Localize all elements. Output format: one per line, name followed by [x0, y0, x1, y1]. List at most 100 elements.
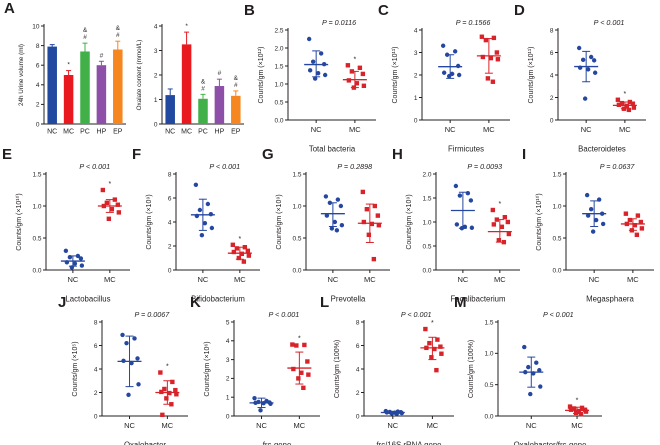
chart-prevotella: 0.0 0.5 1.0 1.5 Counts/gm (×10⁹) P = 0.2898 NC…: [276, 162, 390, 304]
svg-text:*: *: [431, 320, 434, 327]
chart-firmicutes: 0 1 2 3 4 Counts/gm (×10¹¹) P = 0.1566 NC MC Firm…: [392, 18, 510, 154]
svg-text:NC: NC: [445, 125, 456, 134]
svg-text:Counts/gm (100%): Counts/gm (100%): [468, 340, 475, 398]
svg-text:MC: MC: [104, 275, 116, 284]
panel-letter-K: K: [190, 294, 201, 311]
panel-letter-A: A: [4, 0, 15, 17]
svg-text:#: #: [234, 82, 238, 89]
svg-text:NC: NC: [327, 275, 338, 284]
svg-text:&: &: [116, 25, 121, 32]
svg-text:Counts/gm (×10⁹): Counts/gm (×10⁹): [406, 194, 413, 249]
svg-text:0.0: 0.0: [552, 267, 561, 274]
chart-oxalobacter-frc-ratio: 0.0 0.5 1.0 1.5 Counts/gm (100%) P < 0.001 NC *…: [468, 310, 602, 445]
svg-text:*: *: [166, 364, 169, 371]
svg-text:EP: EP: [113, 129, 123, 136]
svg-text:*: *: [624, 91, 627, 98]
svg-text:NC: NC: [47, 129, 57, 136]
svg-text:MC: MC: [234, 275, 246, 284]
panel-A: A 0 2 4 6 8 10 24h Urine volume (ml) NC * MC & # PC #…: [4, 0, 250, 150]
chart-oxalobacter: 0 2 4 6 8 Counts/gm (×10⁵) P = 0.0067 NC * MC Oxal…: [72, 310, 188, 445]
svg-text:6: 6: [550, 50, 554, 57]
svg-text:4: 4: [226, 338, 230, 345]
svg-text:2: 2: [550, 95, 554, 102]
svg-text:Oxalobacter/frc-gene: Oxalobacter/frc-gene: [514, 441, 587, 445]
panel-I: I 0.0 0.5 1.0 1.5 Counts/gm (×10¹⁰) P = 0.063…: [522, 146, 660, 304]
svg-text:0.0: 0.0: [274, 117, 283, 124]
panel-F: F 0 2 4 6 8 Counts/gm (×10⁹) P < 0.001 NC * MC Bif…: [132, 146, 268, 304]
svg-text:Fecalibacterium: Fecalibacterium: [450, 295, 505, 304]
svg-text:2: 2: [36, 102, 40, 109]
svg-text:NC: NC: [165, 129, 175, 136]
svg-text:0: 0: [414, 117, 418, 124]
svg-text:HP: HP: [97, 129, 107, 136]
svg-text:P = 0.0093: P = 0.0093: [467, 162, 502, 171]
svg-text:Oxalate content (mmol/L): Oxalate content (mmol/L): [136, 40, 143, 111]
panel-letter-H: H: [392, 146, 403, 163]
panel-letter-M: M: [454, 294, 467, 311]
svg-text:0: 0: [36, 121, 40, 128]
svg-text:2: 2: [414, 72, 418, 79]
svg-text:*: *: [576, 398, 579, 405]
svg-text:#: #: [100, 52, 104, 59]
svg-text:1.5: 1.5: [32, 171, 41, 178]
svg-text:4: 4: [154, 23, 158, 30]
svg-text:MC: MC: [627, 275, 639, 284]
svg-text:0.5: 0.5: [274, 99, 283, 106]
svg-text:0: 0: [550, 117, 554, 124]
panel-letter-J: J: [58, 294, 67, 311]
svg-text:P < 0.001: P < 0.001: [269, 310, 300, 319]
svg-text:*: *: [185, 23, 188, 30]
svg-text:Prevotella: Prevotella: [331, 295, 366, 304]
panel-letter-B: B: [244, 2, 255, 19]
svg-text:*: *: [354, 56, 357, 63]
svg-text:0.5: 0.5: [292, 235, 301, 242]
panel-letter-C: C: [378, 2, 389, 19]
svg-text:&: &: [234, 75, 239, 82]
chart-total-bacteria: 0.0 0.5 1.0 1.5 2.0 2.5 Counts/gm (×10¹²) P = 0…: [258, 18, 376, 154]
svg-text:NC: NC: [581, 125, 592, 134]
svg-text:MC: MC: [181, 129, 192, 136]
panel-J: J 0 2 4 6 8 Counts/gm (×10⁵) P = 0.0067 NC * MC Ox…: [58, 294, 196, 445]
svg-text:P < 0.001: P < 0.001: [209, 162, 240, 171]
svg-text:1.0: 1.0: [422, 219, 431, 226]
svg-text:3: 3: [226, 357, 230, 364]
svg-text:0.0: 0.0: [32, 267, 41, 274]
svg-text:4: 4: [550, 72, 554, 79]
svg-text:2: 2: [226, 376, 230, 383]
svg-text:MC: MC: [427, 421, 439, 430]
svg-text:8: 8: [36, 43, 40, 50]
svg-text:4: 4: [168, 219, 172, 226]
panel-E: E 0.0 0.5 1.0 1.5 Counts/gm (×10¹⁰) P < 0.001…: [2, 146, 138, 304]
panel-H: H 0.0 0.5 1.0 1.5 2.0 Counts/gm (×10⁹) P = 0.0…: [392, 146, 528, 304]
svg-text:1.5: 1.5: [274, 63, 283, 70]
svg-text:#: #: [218, 70, 222, 77]
svg-text:NC: NC: [387, 421, 398, 430]
svg-text:6: 6: [168, 195, 172, 202]
svg-text:6: 6: [94, 343, 98, 350]
svg-text:5: 5: [226, 319, 230, 326]
svg-text:NC: NC: [256, 421, 267, 430]
svg-text:8: 8: [94, 319, 98, 326]
svg-text:Counts/gm (×10¹⁰): Counts/gm (×10¹⁰): [535, 193, 543, 250]
svg-text:1.5: 1.5: [292, 171, 301, 178]
svg-text:&: &: [201, 78, 206, 85]
panel-B: B 0.0 0.5 1.0 1.5 2.0 2.5 Counts/gm (×10¹²) P =…: [244, 2, 384, 154]
svg-text:1.0: 1.0: [32, 203, 41, 210]
svg-text:MC: MC: [571, 421, 583, 430]
svg-text:3: 3: [154, 48, 158, 55]
svg-text:MC: MC: [63, 129, 74, 136]
panel-M: M 0.0 0.5 1.0 1.5 Counts/gm (100%) P < 0.001 N…: [454, 294, 610, 445]
panel-letter-E: E: [2, 146, 13, 163]
svg-text:1.0: 1.0: [484, 351, 493, 358]
svg-text:1.5: 1.5: [422, 195, 431, 202]
svg-text:2: 2: [356, 390, 360, 397]
svg-text:PC: PC: [198, 129, 208, 136]
panel-letter-D: D: [514, 2, 525, 19]
svg-text:NC: NC: [526, 421, 537, 430]
panel-letter-I: I: [522, 146, 527, 163]
panel-letter-F: F: [132, 146, 142, 163]
svg-text:&: &: [83, 27, 88, 34]
svg-text:Counts/gm (×10⁵): Counts/gm (×10⁵): [72, 341, 79, 396]
